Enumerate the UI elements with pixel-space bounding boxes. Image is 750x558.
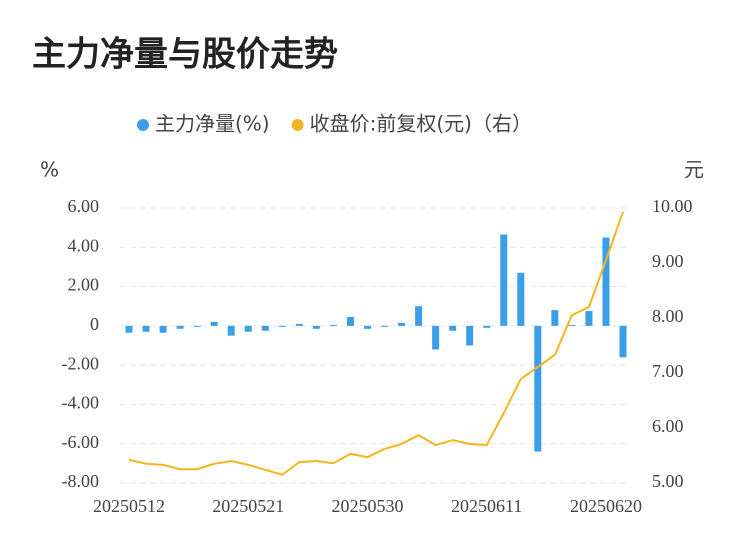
legend-label: 收盘价:前复权(元)（右）: [310, 112, 532, 136]
y-tick-label: -6.00: [62, 432, 100, 452]
y2-tick-label: 7.00: [652, 361, 684, 381]
y-tick-label: 4.00: [68, 235, 100, 255]
bar: [125, 325, 133, 333]
x-tick-label: 20250512: [93, 496, 165, 516]
y-tick-label: 2.00: [68, 275, 100, 295]
y2-tick-label: 5.00: [652, 471, 684, 491]
bar: [432, 325, 440, 350]
bar: [449, 325, 457, 331]
x-tick-label: 20250521: [212, 496, 284, 516]
price-line: [128, 211, 624, 476]
y-tick-label: -8.00: [62, 471, 100, 491]
bar: [602, 237, 610, 326]
bar: [193, 325, 201, 327]
y-axis-label: %: [40, 158, 59, 182]
y-tick-label: -2.00: [62, 353, 100, 373]
bar: [568, 324, 576, 326]
bar: [500, 234, 508, 326]
bar: [398, 322, 406, 326]
y2-tick-label: 8.00: [652, 306, 684, 326]
y-tick-label: 0: [90, 314, 99, 334]
y2-axis-label: 元: [684, 158, 704, 182]
bar: [517, 272, 525, 326]
chart-title: 主力净量与股价走势: [32, 35, 338, 75]
bar: [551, 310, 559, 326]
bar: [261, 325, 269, 331]
y2-tick-label: 9.00: [652, 251, 684, 271]
bar: [466, 325, 474, 346]
bar: [329, 324, 337, 326]
bar: [415, 306, 423, 326]
x-tick-label: 20250530: [331, 496, 403, 516]
bar: [295, 323, 303, 326]
bar: [176, 325, 184, 329]
legend-marker: [137, 119, 149, 131]
legend-marker: [291, 119, 304, 131]
legend-label: 主力净量(%): [155, 112, 270, 136]
x-tick-label: 20250611: [451, 496, 522, 516]
bar: [244, 325, 252, 332]
bar: [585, 311, 593, 326]
bar: [159, 325, 167, 333]
bar: [227, 325, 235, 336]
bar: [534, 325, 542, 452]
x-tick-label: 20250620: [570, 496, 642, 516]
y-tick-label: -4.00: [62, 393, 100, 413]
y-tick-label: 6.00: [68, 196, 100, 216]
bar: [312, 325, 320, 329]
bar: [363, 325, 371, 329]
bar: [278, 325, 286, 327]
y2-tick-label: 10.00: [652, 196, 693, 216]
y2-tick-label: 6.00: [652, 416, 684, 436]
bar: [619, 325, 627, 358]
bar: [210, 321, 218, 326]
bar: [381, 325, 389, 327]
bar: [142, 325, 150, 332]
bar: [346, 317, 354, 326]
bar: [483, 325, 491, 328]
